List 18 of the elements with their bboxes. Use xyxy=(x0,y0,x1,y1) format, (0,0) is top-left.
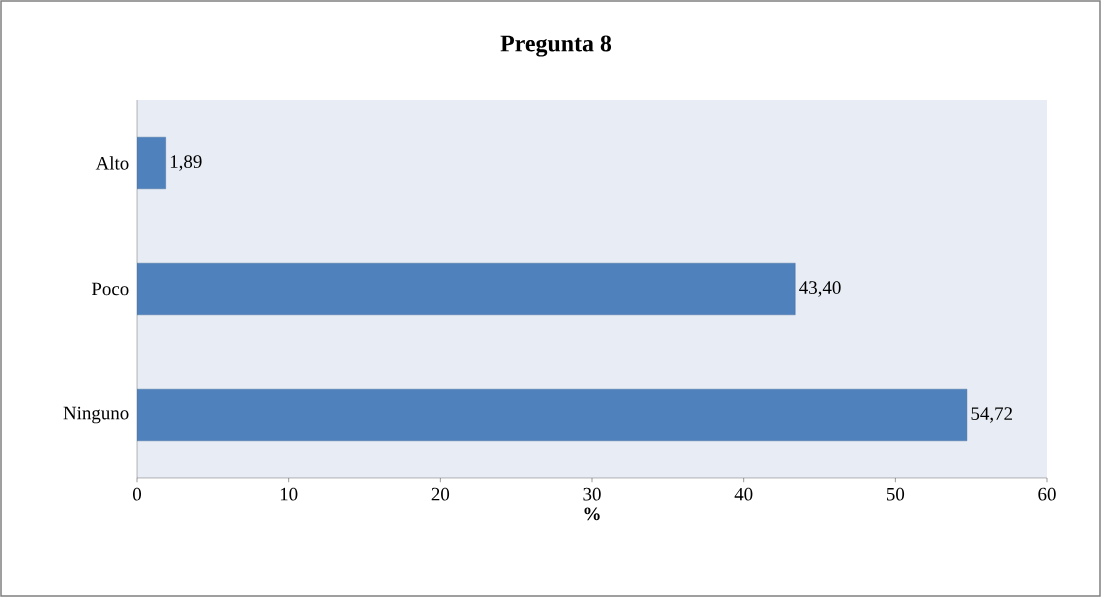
x-axis-title: % xyxy=(584,507,600,521)
y-tick-label: Ninguno xyxy=(63,406,129,424)
x-tick-label: 20 xyxy=(431,487,450,501)
y-tick-label: Alto xyxy=(95,156,129,170)
y-tick-label: Poco xyxy=(91,282,129,296)
bar xyxy=(137,262,796,316)
x-tick-label: 0 xyxy=(133,487,142,501)
x-tick-label: 40 xyxy=(734,487,753,501)
data-label: 54,72 xyxy=(971,407,1012,423)
data-label: 43,40 xyxy=(799,281,841,297)
x-tick-label: 30 xyxy=(583,487,601,501)
bar xyxy=(137,136,166,190)
x-tick-label: 50 xyxy=(886,487,905,501)
x-tick-label: 10 xyxy=(280,487,298,501)
data-label: 1,89 xyxy=(170,155,202,171)
bar xyxy=(137,388,968,442)
x-tick-label: 60 xyxy=(1038,487,1056,501)
chart-title: Pregunta 8 xyxy=(500,35,612,57)
